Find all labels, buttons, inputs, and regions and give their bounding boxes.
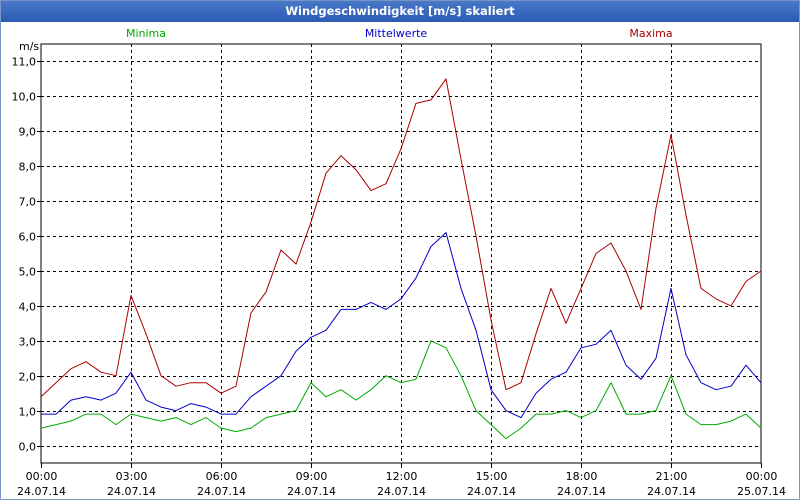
y-axis-label: m/s — [19, 40, 39, 53]
grid — [41, 44, 761, 463]
series-group — [40, 78, 762, 440]
y-tick-label: 2,0 — [19, 371, 37, 384]
chart-title: Windgeschwindigkeit [m/s] skaliert — [1, 1, 799, 22]
y-tick-label: 9,0 — [19, 126, 37, 139]
legend-mittelwerte: Mittelwerte — [365, 27, 428, 40]
y-tick-label: 1,0 — [19, 406, 37, 419]
y-tick-label: 3,0 — [19, 336, 37, 349]
y-tick-label: 6,0 — [19, 231, 37, 244]
y-tick-label: 5,0 — [19, 266, 37, 279]
y-tick-label: 4,0 — [19, 301, 37, 314]
x-tick-date-label: 24.07.14 — [377, 485, 426, 498]
y-tick-label: 0,0 — [19, 441, 37, 454]
series-line-minima — [40, 340, 762, 440]
x-tick-time-label: 03:00 — [116, 470, 148, 483]
x-tick-date-label: 24.07.14 — [467, 485, 516, 498]
x-tick-time-label: 00:00 — [746, 470, 778, 483]
axes: 0,0 1,0 2,0 3,0 4,0 5,0 6,0 7,0 8,0 9,0 10,0 11,0 m/… — [12, 40, 786, 498]
x-tick-date-label: 24.07.14 — [107, 485, 156, 498]
x-tick-date-label: 24.07.14 — [17, 485, 66, 498]
x-tick-time-label: 15:00 — [476, 470, 508, 483]
y-tick-label: 11,0 — [12, 56, 37, 69]
x-tick-time-label: 18:00 — [566, 470, 598, 483]
x-tick-date-label: 24.07.14 — [197, 485, 246, 498]
x-tick-date-label: 25.07.14 — [737, 485, 786, 498]
y-tick-label: 7,0 — [19, 196, 37, 209]
y-tick-label: 8,0 — [19, 161, 37, 174]
series-line-maxima — [40, 78, 762, 398]
y-tick-label: 10,0 — [12, 91, 37, 104]
x-tick-date-label: 24.07.14 — [287, 485, 336, 498]
x-tick-date-label: 24.07.14 — [647, 485, 696, 498]
x-tick-time-label: 00:00 — [26, 470, 58, 483]
x-tick-time-label: 06:00 — [206, 470, 238, 483]
legend: Minima Mittelwerte Maxima — [126, 27, 673, 40]
x-tick-time-label: 21:00 — [656, 470, 688, 483]
legend-minima: Minima — [126, 27, 166, 40]
x-tick-time-label: 09:00 — [296, 470, 328, 483]
x-tick-date-label: 24.07.14 — [557, 485, 606, 498]
x-tick-time-label: 12:00 — [386, 470, 418, 483]
series-line-mittelwerte — [41, 232, 762, 419]
legend-maxima: Maxima — [629, 27, 672, 40]
